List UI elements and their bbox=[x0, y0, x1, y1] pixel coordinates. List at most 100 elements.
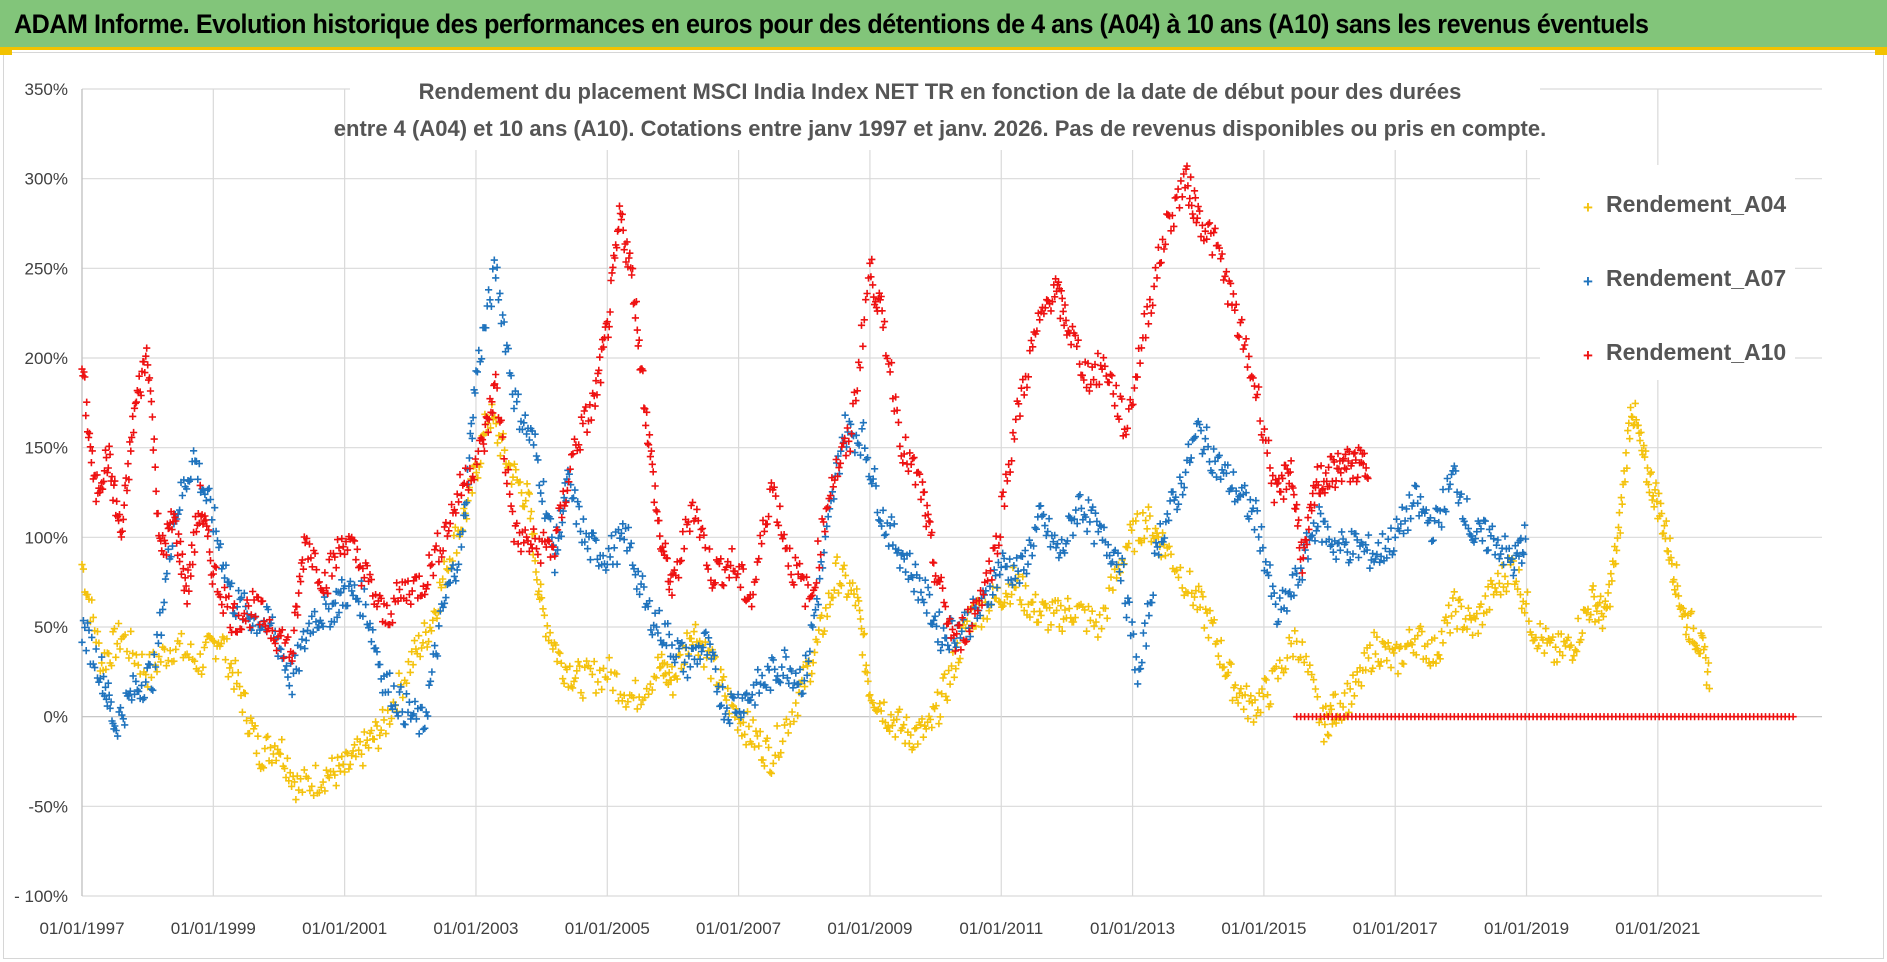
point-a10 bbox=[675, 574, 683, 582]
point-a07 bbox=[1153, 543, 1161, 551]
point-a07 bbox=[1398, 503, 1406, 511]
point-a04 bbox=[1061, 606, 1069, 614]
point-a04 bbox=[891, 733, 899, 741]
point-a07 bbox=[446, 578, 454, 587]
point-a04 bbox=[1641, 453, 1649, 461]
point-a07 bbox=[309, 628, 317, 636]
point-a07 bbox=[1204, 443, 1212, 451]
point-a07 bbox=[1184, 440, 1192, 448]
point-a10 bbox=[1167, 227, 1175, 235]
point-a10 bbox=[235, 611, 243, 619]
point-a07 bbox=[288, 690, 296, 699]
point-a07 bbox=[633, 585, 641, 593]
point-a04 bbox=[539, 605, 547, 613]
point-a04 bbox=[1357, 682, 1365, 690]
point-a04 bbox=[665, 669, 673, 677]
point-a10 bbox=[561, 502, 569, 510]
point-a10 bbox=[1033, 327, 1041, 335]
point-a04 bbox=[367, 726, 375, 735]
point-a07 bbox=[410, 710, 418, 718]
point-a04 bbox=[355, 746, 363, 754]
point-a07 bbox=[450, 572, 458, 580]
point-a04 bbox=[571, 674, 579, 682]
point-a10 bbox=[1191, 194, 1199, 202]
point-a10 bbox=[532, 545, 541, 553]
point-a04 bbox=[285, 777, 293, 785]
point-a07 bbox=[119, 715, 127, 723]
point-a07 bbox=[1312, 527, 1320, 535]
point-a10 bbox=[457, 491, 465, 499]
point-a10 bbox=[1000, 502, 1009, 510]
point-a04 bbox=[1300, 658, 1308, 666]
point-a04 bbox=[1613, 546, 1621, 554]
point-a10 bbox=[826, 492, 835, 500]
point-a04 bbox=[707, 675, 715, 683]
point-a10 bbox=[1353, 478, 1361, 486]
point-a10 bbox=[360, 574, 368, 582]
point-a07 bbox=[1521, 521, 1529, 529]
point-a10 bbox=[1057, 287, 1065, 295]
point-a04 bbox=[1658, 509, 1666, 518]
point-a10 bbox=[431, 546, 439, 554]
point-a04 bbox=[1432, 659, 1440, 667]
point-a04 bbox=[1058, 627, 1066, 635]
point-a07 bbox=[1203, 423, 1211, 431]
point-a07 bbox=[890, 520, 898, 528]
point-a10 bbox=[900, 450, 908, 458]
point-a10 bbox=[609, 263, 617, 271]
point-a04 bbox=[1625, 419, 1633, 427]
point-a04 bbox=[509, 473, 517, 481]
point-a04 bbox=[1673, 582, 1682, 590]
point-a07 bbox=[395, 688, 404, 696]
point-a10 bbox=[728, 545, 736, 553]
point-a10 bbox=[958, 614, 966, 622]
point-a10 bbox=[1274, 479, 1282, 487]
point-a04 bbox=[1226, 658, 1234, 666]
point-a10 bbox=[132, 398, 140, 406]
point-a04 bbox=[856, 615, 865, 623]
point-a10 bbox=[1062, 316, 1070, 324]
point-a07 bbox=[494, 296, 503, 304]
point-a04 bbox=[654, 653, 662, 661]
point-a04 bbox=[236, 683, 244, 691]
point-a10 bbox=[1309, 489, 1317, 498]
point-a10 bbox=[204, 532, 212, 540]
point-a07 bbox=[419, 725, 427, 733]
point-a07 bbox=[841, 411, 849, 419]
point-a07 bbox=[1453, 488, 1461, 496]
point-a07 bbox=[1283, 607, 1291, 615]
point-a07 bbox=[100, 673, 108, 681]
point-a10 bbox=[670, 566, 678, 574]
point-a10 bbox=[886, 368, 894, 376]
point-a04 bbox=[373, 722, 381, 730]
point-a07 bbox=[799, 689, 807, 697]
point-a04 bbox=[1400, 660, 1408, 668]
y-tick-label: 50% bbox=[34, 618, 68, 637]
point-a10 bbox=[1159, 235, 1167, 243]
point-a07 bbox=[934, 638, 942, 646]
point-a10 bbox=[724, 558, 732, 566]
point-a07 bbox=[1405, 491, 1413, 499]
point-a04 bbox=[847, 586, 855, 594]
point-a07 bbox=[1325, 535, 1333, 543]
point-a07 bbox=[781, 646, 789, 654]
point-a07 bbox=[1011, 574, 1019, 583]
point-a07 bbox=[872, 482, 880, 490]
point-a10 bbox=[1305, 525, 1313, 533]
point-a04 bbox=[664, 680, 672, 688]
point-a04 bbox=[191, 657, 199, 665]
point-a04 bbox=[1140, 534, 1148, 542]
point-a10 bbox=[911, 481, 919, 489]
point-a07 bbox=[1257, 523, 1266, 531]
point-a04 bbox=[1457, 602, 1465, 610]
legend-marker-a07: + bbox=[1583, 272, 1593, 291]
point-a10 bbox=[870, 293, 878, 301]
point-a07 bbox=[802, 651, 810, 659]
point-a10 bbox=[343, 546, 352, 554]
point-a10 bbox=[148, 413, 156, 421]
point-a07 bbox=[384, 688, 392, 696]
point-a07 bbox=[132, 677, 140, 685]
point-a04 bbox=[912, 724, 920, 732]
point-a04 bbox=[1683, 623, 1691, 631]
point-a07 bbox=[906, 549, 914, 558]
